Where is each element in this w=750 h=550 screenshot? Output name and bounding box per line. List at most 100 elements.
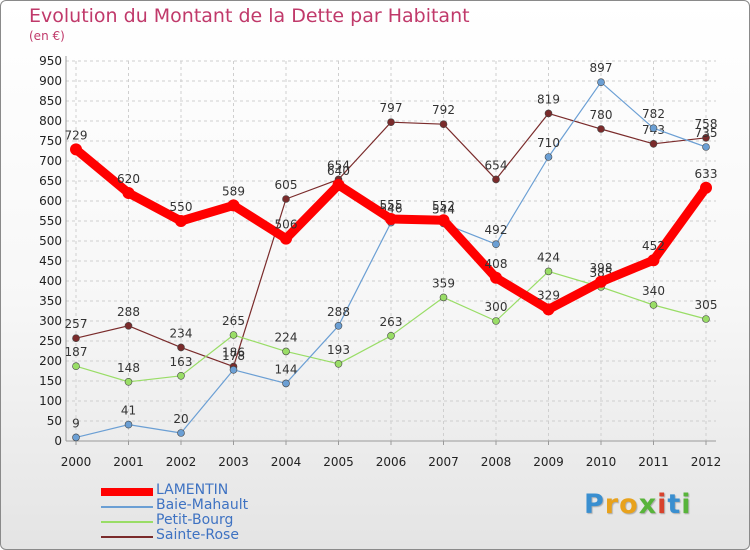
- data-label: 359: [432, 276, 455, 290]
- y-tick-label: 600: [39, 194, 62, 208]
- data-point: [649, 124, 658, 132]
- data-point: [70, 143, 82, 156]
- logo-letter: o: [619, 489, 639, 520]
- data-label: 550: [170, 200, 193, 214]
- logo-letter: x: [638, 489, 658, 520]
- chart-subtitle: (en €): [29, 29, 65, 43]
- data-label: 224: [275, 330, 298, 344]
- x-tick-label: 2003: [218, 455, 249, 469]
- x-tick-label: 2000: [61, 455, 92, 469]
- logo-letter: P: [584, 489, 605, 520]
- data-label: 729: [65, 128, 88, 142]
- data-label: 735: [695, 126, 718, 140]
- data-point: [700, 181, 712, 194]
- data-point: [122, 187, 135, 199]
- data-label: 398: [590, 261, 613, 275]
- y-tick-label: 50: [47, 414, 62, 428]
- data-label: 506: [275, 218, 298, 232]
- logo-letter: r: [604, 489, 620, 520]
- y-tick-label: 850: [39, 94, 62, 108]
- data-point: [702, 134, 710, 142]
- y-tick-label: 650: [39, 174, 62, 188]
- data-point: [282, 347, 290, 356]
- data-label: 148: [117, 361, 140, 375]
- y-tick-label: 700: [39, 154, 62, 168]
- data-label: 424: [537, 250, 560, 264]
- legend-swatch: [101, 521, 153, 523]
- data-label: 640: [327, 164, 350, 178]
- data-label: 605: [275, 178, 298, 192]
- data-point: [334, 359, 343, 368]
- data-point: [702, 143, 710, 151]
- data-point: [72, 334, 80, 343]
- data-label: 797: [380, 101, 403, 115]
- legend-swatch: [101, 506, 153, 508]
- data-label: 552: [432, 199, 455, 213]
- data-label: 620: [117, 172, 140, 186]
- data-point: [702, 315, 710, 323]
- x-tick-label: 2011: [638, 455, 669, 469]
- x-tick-label: 2008: [481, 455, 512, 469]
- logo-letter: i: [657, 489, 668, 520]
- data-point: [439, 120, 448, 128]
- data-point: [282, 195, 290, 203]
- data-label: 234: [170, 326, 193, 340]
- data-point: [542, 303, 555, 316]
- data-label: 633: [695, 167, 718, 181]
- x-tick-label: 2010: [586, 455, 617, 469]
- data-point: [332, 179, 345, 191]
- data-point: [492, 175, 500, 184]
- x-tick-label: 2007: [428, 455, 459, 469]
- data-label: 257: [65, 317, 88, 331]
- data-label: 897: [590, 61, 613, 75]
- data-point: [439, 293, 448, 302]
- legend-swatch: [101, 536, 153, 538]
- data-point: [544, 153, 553, 161]
- data-point: [334, 321, 343, 330]
- data-point: [597, 78, 605, 86]
- y-tick-label: 550: [39, 214, 62, 228]
- y-tick-label: 0: [54, 434, 62, 448]
- data-label: 792: [432, 103, 455, 117]
- y-tick-label: 150: [39, 374, 62, 388]
- y-tick-label: 350: [39, 294, 62, 308]
- data-label: 288: [117, 305, 140, 319]
- data-label: 340: [642, 284, 665, 298]
- legend-label: Sainte-Rose: [156, 527, 239, 543]
- data-label: 263: [380, 315, 403, 329]
- y-tick-label: 950: [39, 54, 62, 68]
- y-tick-label: 250: [39, 334, 62, 348]
- data-point: [492, 240, 500, 248]
- data-label: 329: [537, 288, 560, 302]
- x-tick-label: 2012: [691, 455, 722, 469]
- data-label: 144: [275, 362, 298, 376]
- data-label: 819: [537, 92, 560, 106]
- data-label: 163: [170, 355, 193, 369]
- data-label: 265: [222, 314, 245, 328]
- data-point: [72, 433, 80, 442]
- y-tick-label: 450: [39, 254, 62, 268]
- data-point: [72, 362, 80, 371]
- data-point: [124, 420, 133, 429]
- data-point: [124, 321, 133, 330]
- x-tick-label: 2004: [271, 455, 302, 469]
- data-label: 408: [485, 257, 508, 271]
- data-point: [175, 215, 187, 227]
- data-point: [177, 429, 185, 437]
- data-point: [544, 267, 553, 276]
- data-label: 654: [327, 158, 350, 172]
- data-point: [229, 365, 238, 374]
- data-point: [597, 125, 605, 133]
- data-label: 654: [485, 158, 508, 172]
- x-tick-label: 2002: [166, 455, 197, 469]
- x-tick-label: 2005: [323, 455, 354, 469]
- data-point: [177, 343, 185, 352]
- data-point: [387, 118, 395, 126]
- data-label: 300: [485, 300, 508, 314]
- chart-title: Evolution du Montant de la Dette par Hab…: [29, 5, 470, 27]
- data-point: [387, 331, 395, 340]
- y-tick-label: 500: [39, 234, 62, 248]
- legend-label: LAMENTIN: [156, 482, 229, 498]
